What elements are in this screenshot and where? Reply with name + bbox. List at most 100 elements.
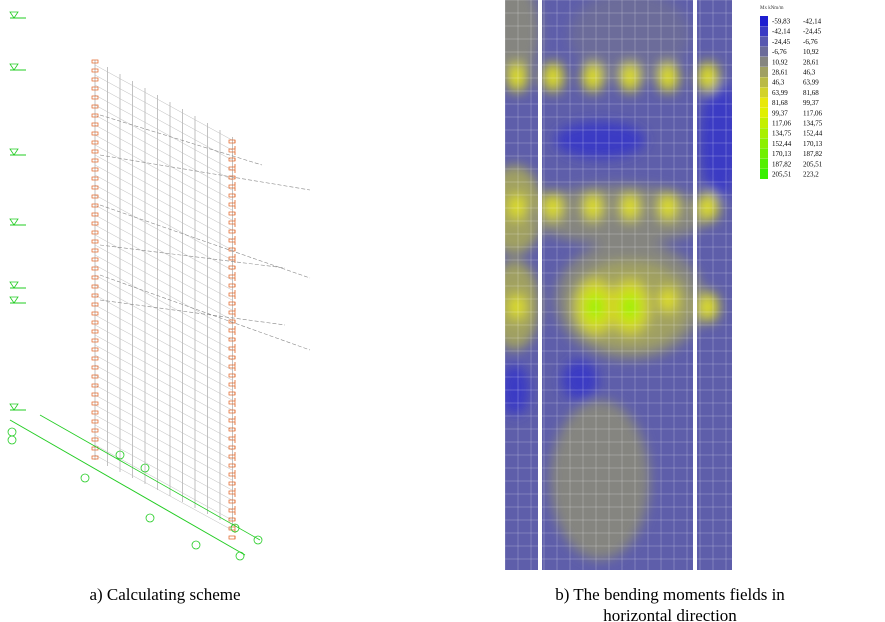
frame-beam [95, 75, 232, 150]
contour [547, 198, 559, 216]
legend-from: 63,99 [772, 89, 788, 97]
legend-swatch [760, 169, 768, 179]
contour [625, 299, 635, 315]
contour [662, 291, 674, 309]
support [229, 509, 235, 512]
legend-to: 117,06 [803, 109, 822, 117]
legend-to: -24,45 [803, 28, 822, 36]
level-tri [10, 149, 18, 155]
frame-beam [95, 185, 232, 260]
frame-beam [95, 365, 232, 440]
frame-beam [95, 315, 232, 390]
legend-swatch [760, 149, 768, 159]
frame-beam [95, 175, 232, 250]
axis-bubble [146, 514, 154, 522]
frame-beam [95, 455, 232, 530]
green-axis [10, 420, 245, 555]
legend-swatch [760, 36, 768, 46]
support [229, 419, 235, 422]
support [229, 194, 235, 197]
support [229, 410, 235, 413]
contour [590, 299, 600, 315]
legend-swatch [760, 87, 768, 97]
legend-to: 46,3 [803, 69, 816, 77]
support [229, 473, 235, 476]
caption-a: a) Calculating scheme [40, 584, 290, 605]
legend-from: 205,51 [772, 171, 792, 179]
legend-from: 46,3 [772, 79, 785, 87]
frame-beam [95, 205, 232, 280]
level-tri [10, 404, 18, 410]
level-tri [10, 64, 18, 70]
legend-to: 99,37 [803, 99, 819, 107]
contour [555, 122, 645, 158]
frame-beam [95, 105, 232, 180]
support [229, 140, 235, 143]
legend-swatch [760, 108, 768, 118]
frame-beam [95, 415, 232, 490]
frame-beam [95, 235, 232, 310]
contour [562, 360, 598, 400]
frame-beam [95, 425, 232, 500]
tie [100, 205, 310, 278]
support [229, 284, 235, 287]
legend-swatch [760, 159, 768, 169]
contour [547, 68, 559, 86]
legend-from: 152,44 [772, 140, 792, 148]
support [229, 365, 235, 368]
support [229, 491, 235, 494]
support [229, 221, 235, 224]
support [229, 167, 235, 170]
support [229, 500, 235, 503]
tie [100, 115, 262, 165]
legend-swatch [760, 118, 768, 128]
frame-beam [95, 395, 232, 470]
contour [662, 68, 674, 86]
support [229, 464, 235, 467]
legend-swatch [760, 98, 768, 108]
frame-beam [95, 115, 232, 190]
legend-from: 134,75 [772, 130, 792, 138]
frame-beam [95, 245, 232, 320]
legend-from: 99,37 [772, 109, 788, 117]
legend-to: 205,51 [803, 160, 823, 168]
tie [100, 275, 310, 350]
legend-to: 170,13 [803, 140, 823, 148]
legend-swatch [760, 16, 768, 26]
frame-beam [95, 375, 232, 450]
contour [702, 198, 714, 216]
moment-field [487, 0, 740, 570]
frame-beam [95, 95, 232, 170]
legend-swatch [760, 138, 768, 148]
legend-swatch [760, 128, 768, 138]
support [229, 257, 235, 260]
contour [511, 198, 523, 216]
support [229, 446, 235, 449]
support [229, 275, 235, 278]
level-tri [10, 12, 18, 18]
support [229, 347, 235, 350]
frame-beam [95, 135, 232, 210]
support [229, 356, 235, 359]
support [229, 266, 235, 269]
frame-beam [95, 355, 232, 430]
contour [702, 68, 714, 86]
contour [511, 68, 523, 86]
contour [624, 68, 636, 86]
legend-to: 134,75 [803, 120, 823, 128]
legend-to: 81,68 [803, 89, 819, 97]
frame-beam [95, 195, 232, 270]
support [229, 338, 235, 341]
support [229, 320, 235, 323]
frame-beam [95, 255, 232, 330]
axis-bubble [192, 541, 200, 549]
frame-beam [95, 405, 232, 480]
frame-beam [95, 435, 232, 510]
support [229, 437, 235, 440]
contour [587, 198, 599, 216]
level-tri [10, 297, 18, 303]
legend-swatch [760, 77, 768, 87]
support [229, 149, 235, 152]
support [229, 212, 235, 215]
legend-from: 187,82 [772, 160, 792, 168]
